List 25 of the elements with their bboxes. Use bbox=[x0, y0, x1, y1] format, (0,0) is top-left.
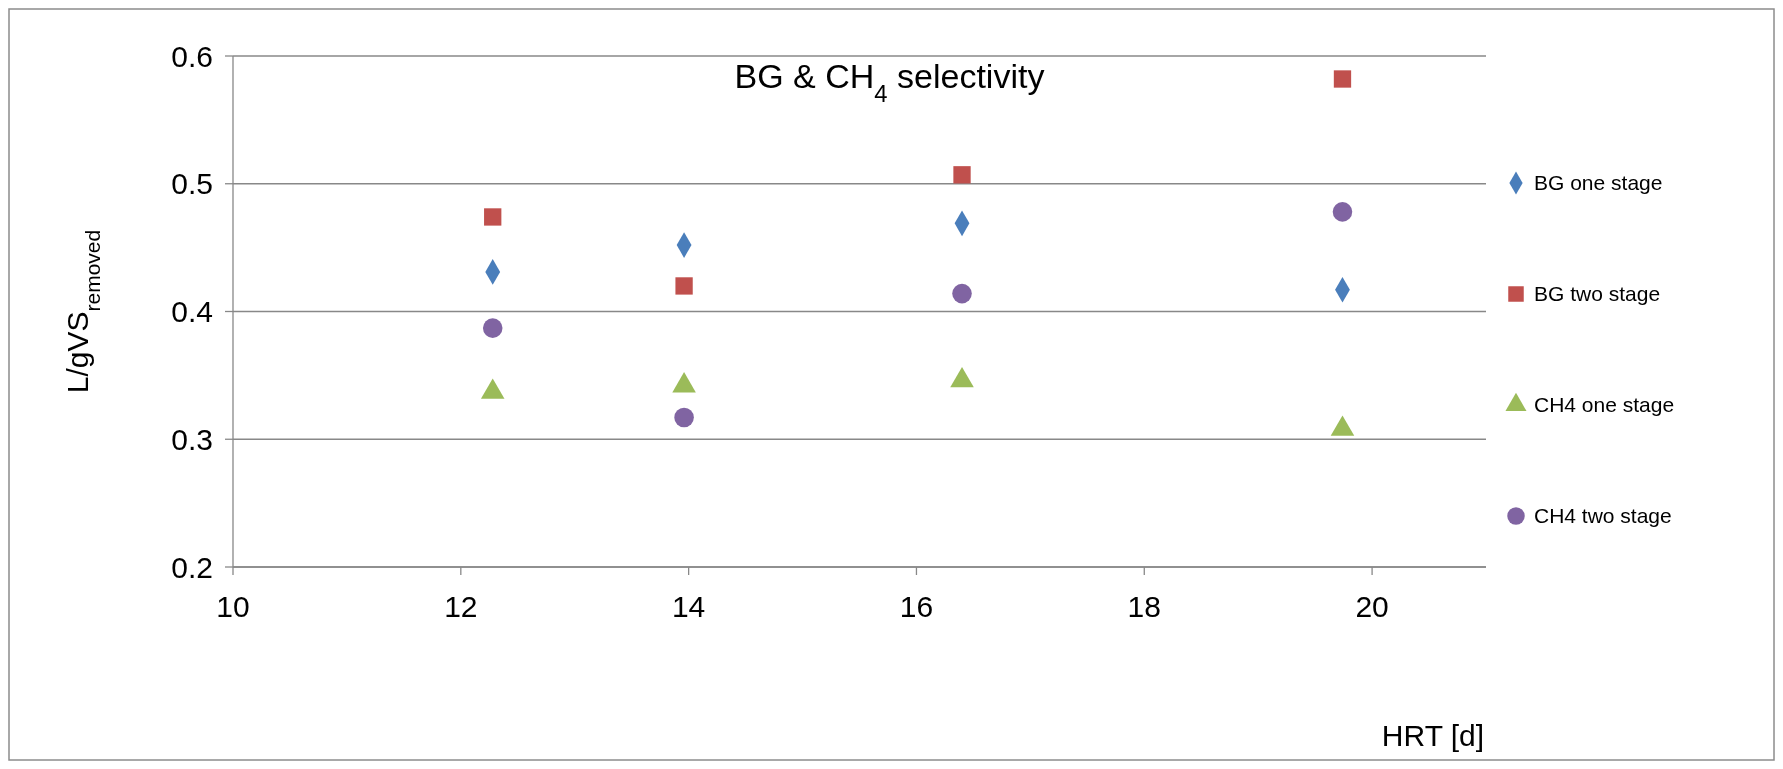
y-tick-label: 0.5 bbox=[171, 167, 213, 201]
x-tick-label: 20 bbox=[1355, 590, 1389, 623]
y-tick-label: 0.6 bbox=[171, 39, 213, 73]
point bbox=[1333, 70, 1352, 88]
x-tick-label: 12 bbox=[444, 590, 478, 623]
point bbox=[1332, 202, 1353, 222]
y-tick-label: 0.3 bbox=[171, 422, 213, 456]
x-axis-title: HRT [d] bbox=[1381, 719, 1485, 752]
point bbox=[674, 407, 694, 428]
y-tick-label: 0.4 bbox=[171, 295, 213, 328]
point bbox=[675, 277, 693, 295]
x-tick-label: 18 bbox=[1127, 590, 1161, 623]
x-tick-label: 10 bbox=[216, 590, 250, 623]
legend-label: CH4 two stage bbox=[1534, 504, 1672, 528]
legend-label: BG one stage bbox=[1534, 171, 1663, 195]
point bbox=[482, 318, 503, 338]
point bbox=[953, 166, 971, 184]
x-tick-label: 14 bbox=[671, 590, 706, 623]
chart-title: BG & CH$_{4}$ selectivity bbox=[734, 57, 1045, 107]
y-tick-label: 0.2 bbox=[171, 550, 213, 584]
point bbox=[952, 283, 972, 304]
x-tick-label: 16 bbox=[899, 590, 934, 623]
legend-label: CH4 one stage bbox=[1534, 393, 1675, 417]
point bbox=[484, 208, 502, 226]
legend-label: BG two stage bbox=[1534, 282, 1661, 306]
